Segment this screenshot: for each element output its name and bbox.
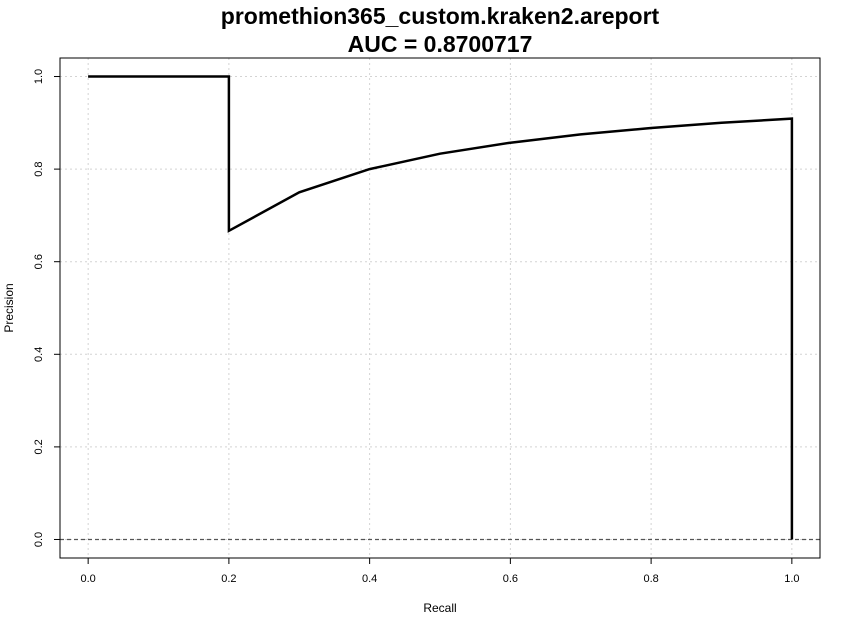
y-tick-label: 0.6: [33, 254, 45, 269]
series-layer: [88, 75, 794, 540]
y-tick-label: 1.0: [33, 69, 45, 84]
y-axis: 0.0 0.2 0.4 0.6 0.8 1.0: [33, 69, 61, 547]
x-tick-label: 0.8: [643, 573, 658, 585]
y-axis-label: Precision: [2, 283, 16, 332]
x-tick-label: 1.0: [784, 573, 799, 585]
y-tick-label: 0.2: [33, 439, 45, 454]
x-axis-label: Recall: [423, 601, 456, 615]
x-tick-label: 0.4: [362, 573, 377, 585]
pr-curve-line: [88, 75, 794, 540]
chart-title: promethion365_custom.kraken2.areport: [221, 3, 660, 29]
grid-layer: [60, 58, 820, 558]
chart-subtitle: AUC = 0.8700717: [348, 31, 533, 57]
x-tick-label: 0.0: [80, 573, 95, 585]
y-tick-label: 0.0: [33, 532, 45, 547]
x-tick-label: 0.6: [503, 573, 518, 585]
x-tick-label: 0.2: [221, 573, 236, 585]
y-tick-label: 0.4: [33, 347, 45, 362]
y-tick-label: 0.8: [33, 161, 45, 176]
plot-frame: [59, 57, 821, 559]
x-axis: 0.0 0.2 0.4 0.6 0.8 1.0: [80, 557, 800, 585]
